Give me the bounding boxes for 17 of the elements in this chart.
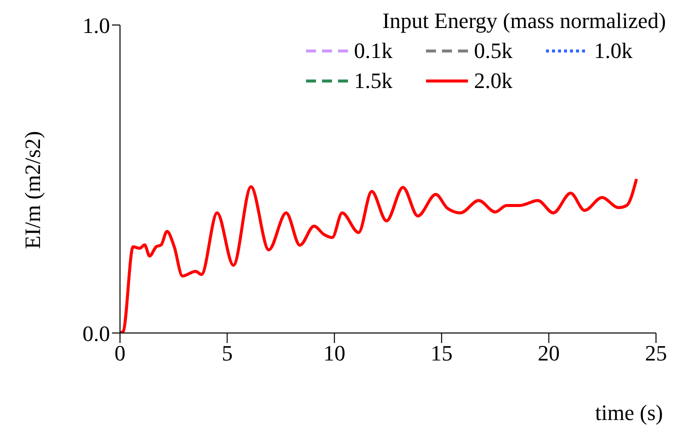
x-tick-label: 20 (538, 340, 560, 366)
legend-title: Input Energy (mass normalized) (381, 8, 666, 34)
y-tick-label: 0.0 (82, 320, 110, 346)
legend-label: 1.0k (594, 38, 632, 64)
x-tick-label: 0 (114, 340, 126, 366)
y-tick-label: 1.0 (82, 12, 110, 38)
x-tick-label: 15 (430, 340, 453, 366)
y-axis-title: EI/m (m2/s2) (20, 131, 45, 249)
x-tick-label: 10 (323, 340, 346, 366)
x-axis-title: time (s) (595, 400, 663, 425)
legend-label: 1.5k (354, 68, 392, 94)
line-series (120, 178, 638, 333)
legend-label: 0.5k (474, 38, 512, 64)
x-tick-label: 5 (222, 340, 233, 366)
x-tick-label: 25 (645, 340, 667, 366)
legend-label: 2.0k (474, 68, 512, 94)
legend-label: 0.1k (354, 38, 392, 64)
